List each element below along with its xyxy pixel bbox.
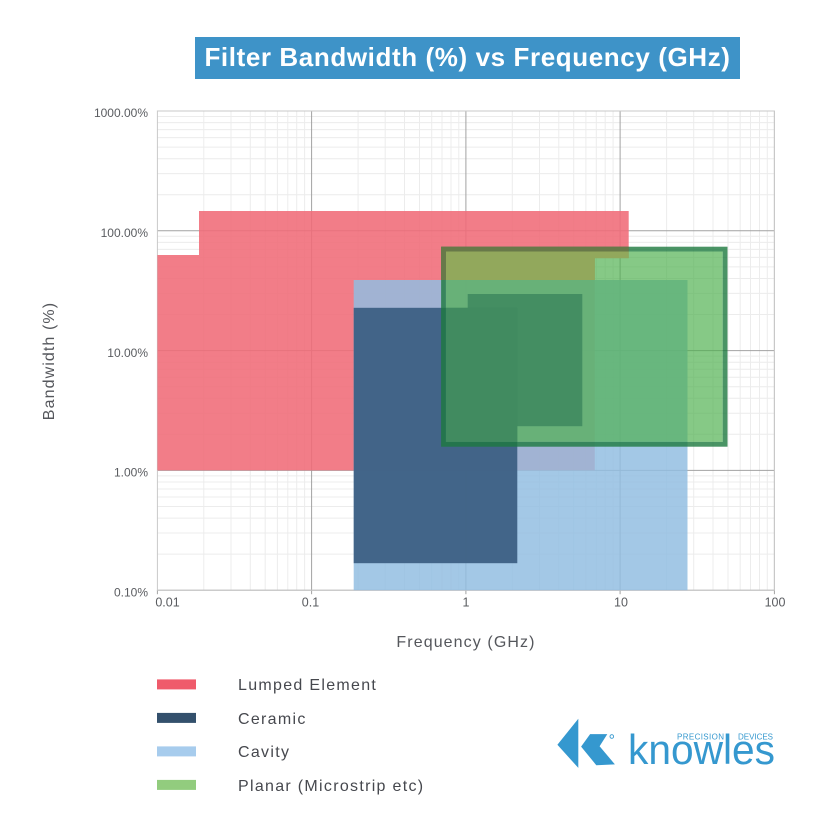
svg-text:1000.00%: 1000.00% bbox=[94, 106, 148, 120]
svg-text:PRECISION: PRECISION bbox=[677, 733, 726, 742]
svg-text:0.1: 0.1 bbox=[302, 596, 319, 610]
svg-text:1: 1 bbox=[463, 596, 470, 610]
svg-text:10: 10 bbox=[614, 596, 628, 610]
svg-text:0.10%: 0.10% bbox=[114, 585, 148, 599]
svg-text:knowles: knowles bbox=[628, 726, 775, 773]
svg-text:DEVICES: DEVICES bbox=[738, 733, 775, 742]
svg-text:10.00%: 10.00% bbox=[107, 346, 148, 360]
svg-text:0.01: 0.01 bbox=[155, 596, 179, 610]
svg-text:1.00%: 1.00% bbox=[114, 466, 148, 480]
svg-text:100: 100 bbox=[765, 596, 786, 610]
svg-text:100.00%: 100.00% bbox=[101, 226, 149, 240]
